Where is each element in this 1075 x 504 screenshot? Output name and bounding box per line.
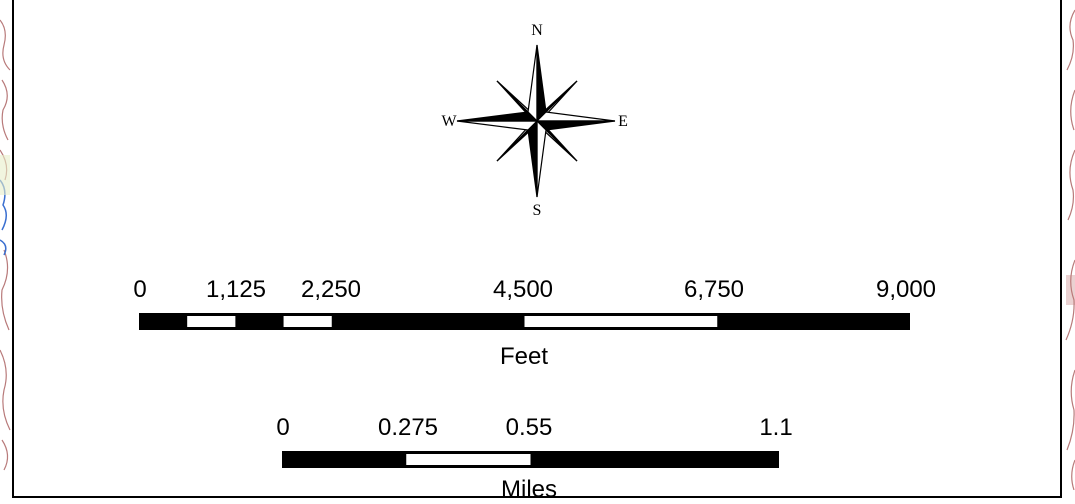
rose-point-north [527, 44, 538, 123]
feet-tick-label: 6,750 [683, 276, 745, 303]
feet-unit-label: Feet [499, 343, 549, 370]
rose-point-south-dark [527, 119, 538, 198]
miles-bar [282, 451, 779, 468]
compass-south-label: S [532, 202, 542, 219]
feet-tick-label: 4,500 [492, 276, 554, 303]
compass-north-label: N [531, 22, 543, 39]
feet-tick-label: 0 [133, 276, 147, 303]
rose-point-north-dark [536, 44, 547, 123]
rose-point-west [456, 120, 539, 131]
miles-tick-label: 0.55 [505, 414, 553, 441]
feet-bar [139, 313, 910, 330]
feet-tick-label: 9,000 [875, 276, 937, 303]
feet-bar-segment [187, 316, 236, 327]
compass-west-label: W [441, 113, 457, 130]
rose-point-west-dark [456, 111, 539, 122]
rose-point-east-dark [535, 120, 616, 131]
miles-tick-label: 1.1 [759, 414, 793, 441]
compass-rose [456, 44, 616, 198]
feet-bar-segment [283, 316, 332, 327]
map-edge-right [1064, 0, 1075, 490]
feet-tick-label: 1,125 [205, 276, 267, 303]
rose-point-south [536, 119, 547, 198]
miles-tick-label: 0 [276, 414, 290, 441]
feet-bar-segment [524, 316, 718, 327]
rose-point-east [535, 111, 616, 122]
miles-unit-label: Miles [500, 476, 558, 503]
map-edge-left [0, 0, 14, 490]
feet-tick-label: 2,250 [300, 276, 362, 303]
compass-east-label: E [618, 113, 628, 130]
miles-tick-label: 0.275 [377, 414, 439, 441]
miles-bar-segment [406, 454, 531, 465]
